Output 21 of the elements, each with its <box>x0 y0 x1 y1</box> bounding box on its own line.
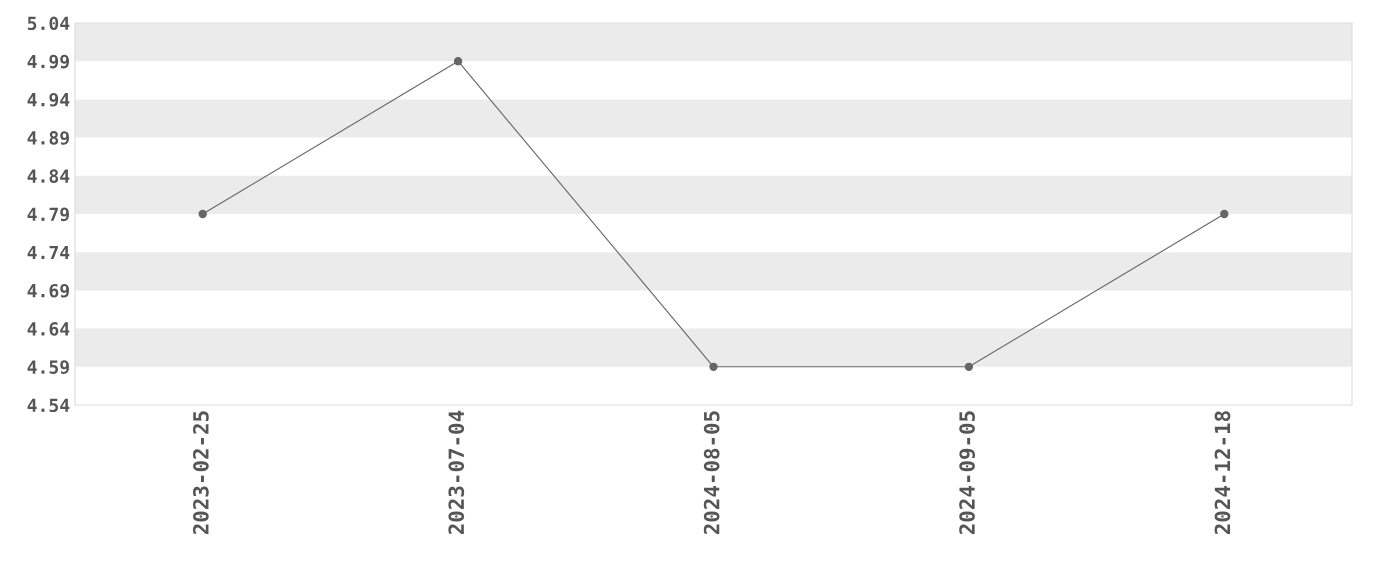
y-tick-label: 4.69 <box>27 283 69 298</box>
point <box>709 362 718 371</box>
x-tick-label: 2024-12-18 <box>1214 411 1231 535</box>
y-tick-label: 4.64 <box>27 322 70 336</box>
x-tick-label: 2024-08-05 <box>703 411 720 535</box>
x-tick-label: 2023-02-25 <box>192 411 209 535</box>
y-tick-label: 4.84 <box>27 169 70 183</box>
y-tick-label: 4.94 <box>27 92 70 107</box>
y-tick-label: 4.74 <box>27 245 70 260</box>
y-tick-label: 4.89 <box>27 131 69 145</box>
x-tick-label: 2023-07-04 <box>448 410 465 535</box>
point <box>964 362 974 371</box>
point <box>198 209 207 219</box>
y-tick-label: 4.99 <box>27 54 69 69</box>
y-tick-label: 5.04 <box>27 16 70 31</box>
y-tick-label: 4.79 <box>27 207 69 222</box>
point <box>1220 209 1229 219</box>
point <box>453 57 463 66</box>
x-tick-label: 2024-09-05 <box>959 411 976 535</box>
y-tick-label: 4.59 <box>27 360 69 374</box>
y-tick-label: 4.54 <box>27 398 70 413</box>
